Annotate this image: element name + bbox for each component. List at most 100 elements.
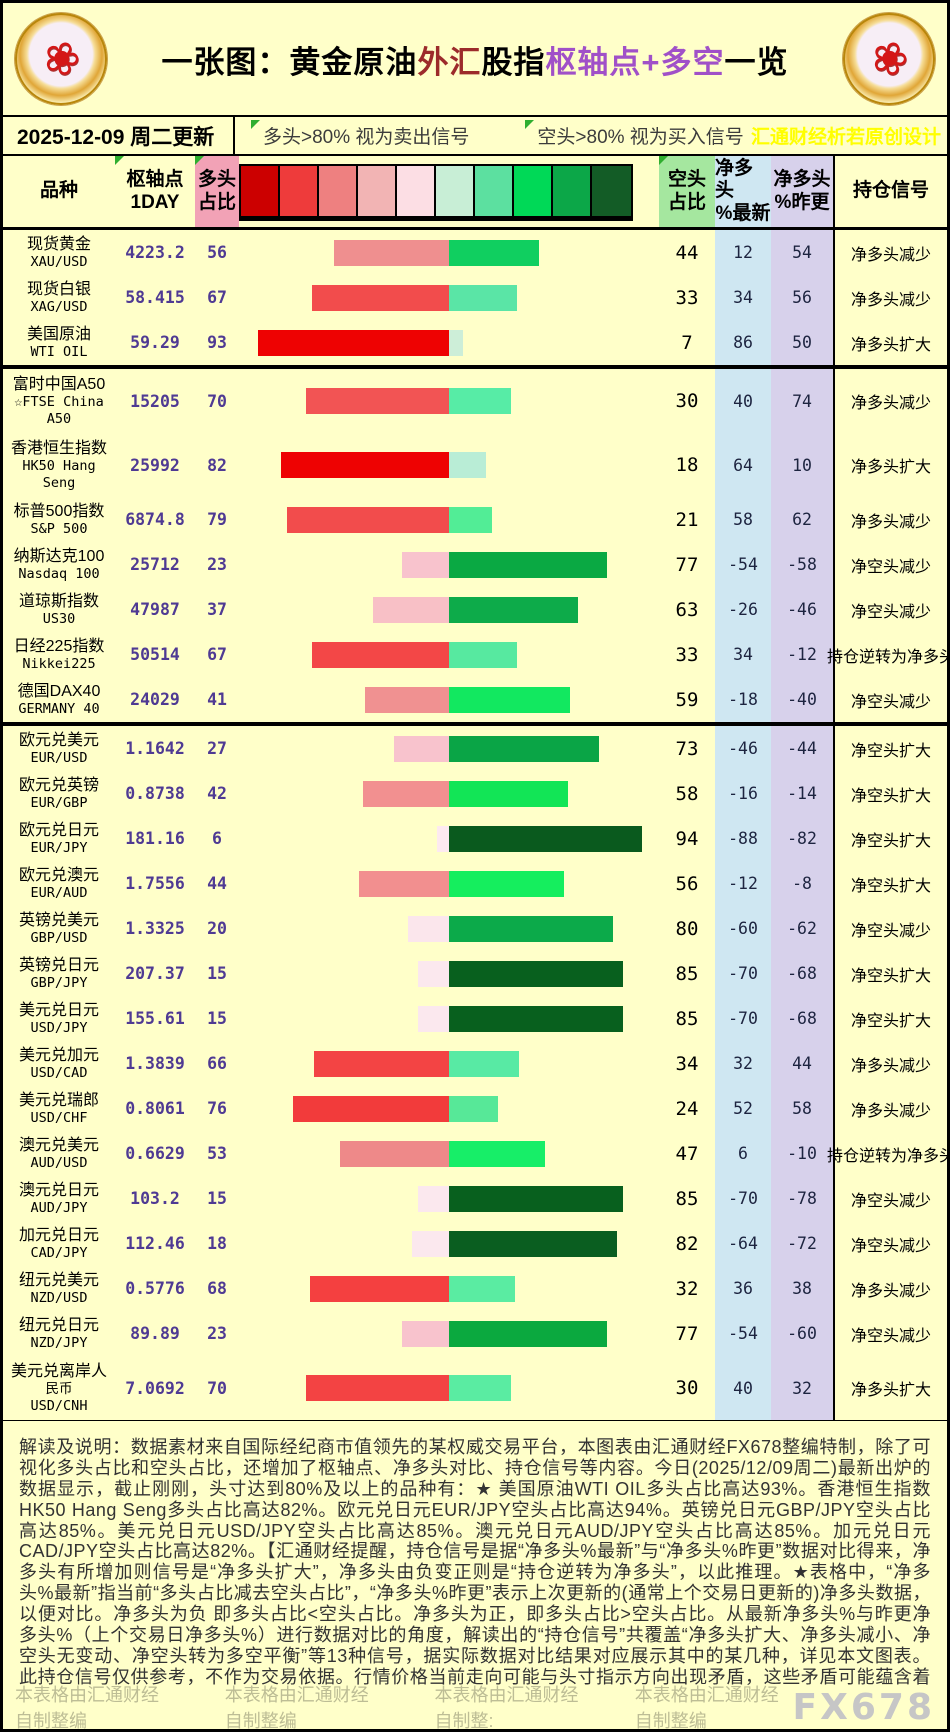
table-header: 品种 枢轴点 1DAY 多头 占比 空头 占比 净多头 %最新 净多头 %昨更 (3, 156, 947, 230)
net-latest-value: -70 (715, 1176, 771, 1221)
diverging-bar (239, 1230, 659, 1257)
pivot-value: 47987 (130, 600, 180, 619)
short-pct-value: 85 (675, 1007, 699, 1030)
diverging-bar (239, 596, 659, 623)
table-row: 欧元兑英镑 EUR/GBP 0.8738 42 58 -16 -14 净空头扩大 (3, 771, 947, 816)
net-latest-value: 58 (715, 497, 771, 542)
col-header-variety: 品种 (3, 156, 115, 227)
table-row: 道琼斯指数 US30 47987 37 63 -26 -46 净空头减少 (3, 587, 947, 632)
table-row: 美元兑日元 USD/JPY 155.61 15 85 -70 -68 净空头扩大 (3, 996, 947, 1041)
net-latest-value: 64 (715, 433, 771, 497)
long-pct-value: 68 (207, 1279, 227, 1298)
instrument-cn: 富时中国A50 (12, 375, 106, 393)
long-bar (293, 1095, 449, 1122)
signal-text: 净多头减少 (833, 369, 947, 433)
signal-text: 净多头减少 (833, 1041, 947, 1086)
table-row: 英镑兑美元 GBP/USD 1.3325 20 80 -60 -62 净空头减少 (3, 906, 947, 951)
col-header-signal-label: 持仓信号 (852, 180, 929, 202)
signal-text: 持仓逆转为净多头 (827, 1131, 947, 1176)
instrument-code: NZD/USD (30, 1290, 88, 1307)
legend-short-rule: 空头>80% 视为买入信号 (525, 120, 744, 149)
bar-chart-cell (239, 1176, 659, 1221)
update-bar: 2025-12-09 周二更新 多头>80% 视为卖出信号 空头>80% 视为买… (3, 115, 947, 156)
short-pct-value: 18 (675, 454, 699, 476)
instrument-name: 美元兑加元 USD/CAD (3, 1041, 115, 1086)
instrument-name: 现货黄金 XAU/USD (3, 230, 115, 275)
long-pct-value: 70 (207, 1378, 227, 1398)
short-bar (449, 780, 568, 807)
diverging-bar (239, 284, 659, 311)
net-latest-value: 34 (715, 275, 771, 320)
net-latest-value: 40 (715, 369, 771, 433)
instrument-code: USD/CNH (30, 1397, 88, 1414)
signal-text: 持仓逆转为净多头 (827, 632, 947, 677)
instrument-code: Nasdaq 100 (18, 566, 100, 583)
long-bar (401, 1320, 449, 1347)
signal-text: 净空头扩大 (833, 726, 947, 771)
instrument-cn: 日经225指数 (13, 637, 105, 655)
instrument-cn: 欧元兑澳元 (18, 866, 99, 884)
table-row: 英镑兑日元 GBP/JPY 207.37 15 85 -70 -68 净空头扩大 (3, 951, 947, 996)
instrument-code: USD/CHF (30, 1110, 88, 1127)
bar-chart-cell (239, 816, 659, 861)
pivot-value: 58.415 (125, 288, 185, 307)
short-bar (449, 1095, 499, 1122)
short-bar (449, 870, 564, 897)
instrument-code: Seng (42, 474, 76, 491)
scale-swatch (553, 166, 592, 216)
instrument-name: 香港恒生指数 HK50 Hang Seng (3, 433, 115, 497)
instrument-code: CAD/JPY (30, 1245, 88, 1262)
net-prev-value: -10 (771, 1131, 833, 1176)
short-bar (449, 239, 540, 266)
long-bar (258, 329, 449, 356)
short-pct-value: 30 (675, 390, 699, 412)
diverging-bar (239, 1140, 659, 1167)
net-prev-value: 44 (771, 1041, 833, 1086)
bar-chart-cell (239, 1266, 659, 1311)
masthead: ❀ 一张图：黄金原油外汇股指枢轴点+多空一览 ❀ (3, 3, 947, 115)
diverging-bar (239, 960, 659, 987)
table-row: 日经225指数 Nikkei225 50514 67 33 34 -12 持仓逆转为净多头 (3, 632, 947, 677)
diverging-bar (239, 506, 659, 533)
instrument-name: 加元兑日元 CAD/JPY (3, 1221, 115, 1266)
signal-text: 净多头扩大 (833, 320, 947, 365)
net-prev-value: -12 (771, 632, 833, 677)
instrument-code: HK50 Hang (22, 458, 96, 475)
short-bar (449, 1375, 511, 1401)
instrument-name: 纽元兑美元 NZD/USD (3, 1266, 115, 1311)
update-date-text: 2025-12-09 周二更新 (17, 125, 215, 149)
long-bar (418, 1005, 449, 1032)
table-row: 欧元兑日元 EUR/JPY 181.16 6 94 -88 -82 净空头扩大 (3, 816, 947, 861)
table-row: 德国DAX40 GERMANY 40 24029 41 59 -18 -40 净空头减少 (3, 677, 947, 722)
instrument-name: 纳斯达克100 Nasdaq 100 (3, 542, 115, 587)
signal-text: 净空头减少 (833, 542, 947, 587)
pivot-value: 25992 (130, 455, 180, 475)
long-pct-value: 23 (207, 1324, 227, 1343)
net-prev-value: 32 (771, 1356, 833, 1420)
signal-text: 净空头扩大 (833, 861, 947, 906)
instrument-code: WTI OIL (30, 344, 88, 361)
net-latest-value: 40 (715, 1356, 771, 1420)
col-header-net-prev: 净多头 %昨更 (771, 156, 833, 227)
instrument-code: XAG/USD (30, 299, 88, 316)
credit-text: 本表格由汇通财经自制整: (434, 1685, 579, 1731)
short-pct-value: 85 (675, 1187, 699, 1210)
long-bar (364, 686, 449, 713)
bar-chart-cell (239, 726, 659, 771)
net-prev-value: -68 (771, 951, 833, 996)
signal-text: 净空头扩大 (833, 816, 947, 861)
title-segment: 一览 (724, 44, 789, 80)
instrument-name: 澳元兑日元 AUD/JPY (3, 1176, 115, 1221)
net-prev-value: -40 (771, 677, 833, 722)
signal-text: 净空头扩大 (833, 996, 947, 1041)
title-segment: 枢轴点+多空 (545, 44, 725, 80)
diverging-bar (239, 870, 659, 897)
color-scale-cell (239, 156, 659, 227)
instrument-name: 澳元兑美元 AUD/USD (3, 1131, 115, 1176)
signal-text: 净多头减少 (833, 497, 947, 542)
instrument-name: 美国原油 WTI OIL (3, 320, 115, 365)
short-bar (449, 1050, 519, 1077)
col-header-long-line2: 占比 (197, 191, 236, 213)
pivot-value: 103.2 (130, 1189, 180, 1208)
col-header-pivot: 枢轴点 1DAY (115, 156, 195, 227)
